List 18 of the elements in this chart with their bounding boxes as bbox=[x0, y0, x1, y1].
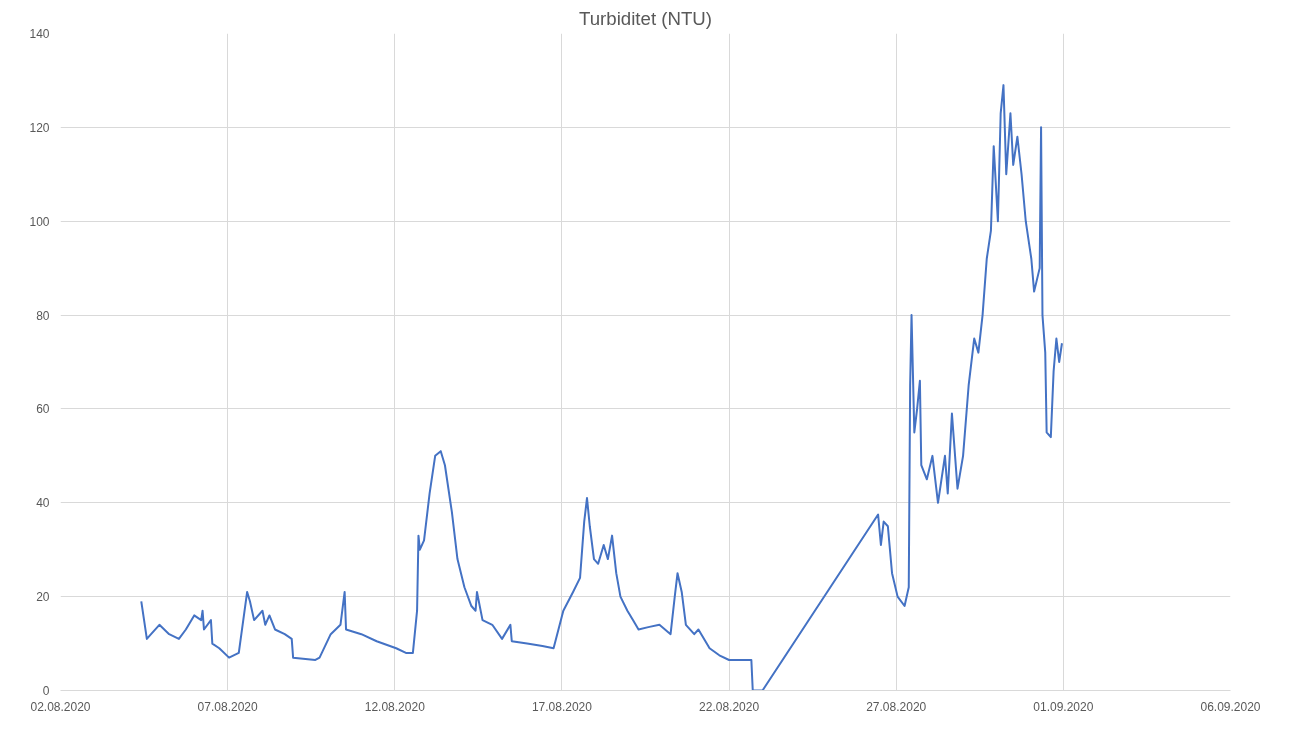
chart-title: Turbiditet (NTU) bbox=[578, 7, 713, 29]
x-tick-label: 01.09.2020 bbox=[1033, 699, 1094, 714]
x-tick-label: 06.09.2020 bbox=[1200, 699, 1261, 714]
y-tick-label: 100 bbox=[29, 214, 50, 229]
y-tick-label: 40 bbox=[36, 496, 50, 511]
x-tick-label: 02.08.2020 bbox=[30, 699, 91, 714]
y-tick-label: 80 bbox=[36, 308, 50, 323]
y-tick-label: 60 bbox=[36, 402, 50, 417]
y-tick-label: 120 bbox=[29, 120, 50, 135]
y-tick-label: 0 bbox=[42, 684, 50, 698]
x-tick-label: 17.08.2020 bbox=[531, 699, 593, 714]
x-tick-label: 12.08.2020 bbox=[364, 699, 426, 714]
line-series bbox=[140, 84, 1063, 691]
x-tick-label: 22.08.2020 bbox=[699, 699, 760, 714]
y-tick-label: 140 bbox=[29, 27, 50, 41]
x-tick-label: 07.08.2020 bbox=[197, 699, 258, 714]
x-tick-label: 27.08.2020 bbox=[866, 699, 927, 714]
y-tick-label: 20 bbox=[36, 590, 50, 605]
